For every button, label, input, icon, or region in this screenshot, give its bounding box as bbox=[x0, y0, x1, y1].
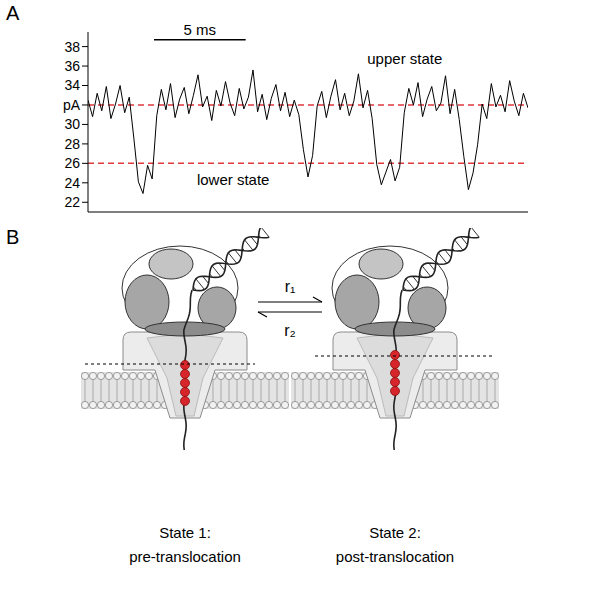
html-text:A: A bbox=[6, 2, 20, 24]
svg-text:lower state: lower state bbox=[197, 171, 270, 188]
svg-text:post-translocation: post-translocation bbox=[336, 548, 454, 565]
svg-text:34: 34 bbox=[64, 77, 80, 93]
svg-text:5 ms: 5 ms bbox=[184, 21, 217, 38]
svg-text:30: 30 bbox=[64, 116, 80, 132]
svg-text:r₂: r₂ bbox=[284, 322, 296, 339]
html-text:B: B bbox=[6, 226, 20, 248]
svg-text:38: 38 bbox=[64, 39, 80, 55]
svg-text:State 1:: State 1: bbox=[159, 524, 211, 541]
svg-text:pA: pA bbox=[63, 97, 81, 113]
svg-text:24: 24 bbox=[64, 175, 80, 191]
svg-text:36: 36 bbox=[64, 58, 80, 74]
svg-text:22: 22 bbox=[64, 194, 80, 210]
svg-text:r₁: r₁ bbox=[285, 278, 296, 295]
svg-text:28: 28 bbox=[64, 136, 80, 152]
svg-text:upper state: upper state bbox=[367, 50, 442, 67]
svg-text:State 2:: State 2: bbox=[369, 524, 421, 541]
svg-text:pre-translocation: pre-translocation bbox=[129, 548, 241, 565]
svg-text:26: 26 bbox=[64, 155, 80, 171]
